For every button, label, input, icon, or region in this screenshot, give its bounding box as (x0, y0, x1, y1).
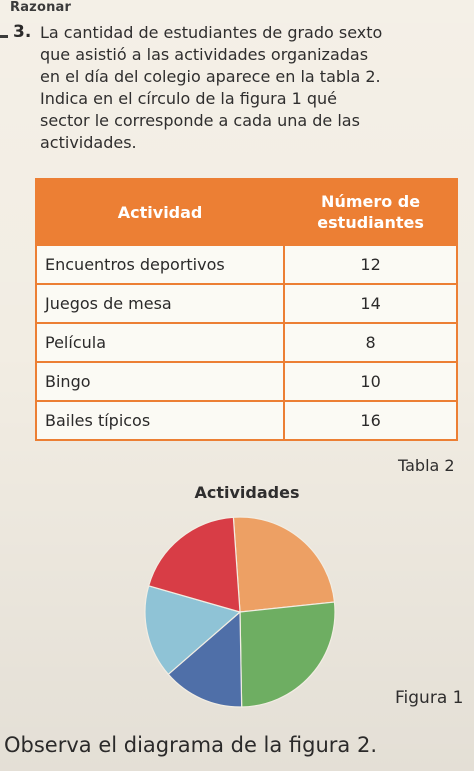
table-caption: Tabla 2 (398, 456, 455, 475)
pie-slice (239, 601, 336, 708)
cell-activity: Bailes típicos (34, 400, 286, 441)
activities-table: Actividad Número de estudiantes Encuentr… (34, 178, 458, 441)
cell-students: 14 (283, 283, 458, 324)
table-row: Película 8 (34, 322, 458, 363)
pie-slice (232, 516, 336, 613)
footer-text: Observa el diagrama de la figura 2. (4, 733, 378, 757)
table-row: Encuentros deportivos 12 (34, 244, 458, 285)
cell-students: 10 (283, 361, 458, 402)
pie-slice (144, 585, 242, 676)
question-line: sector le corresponde a cada una de las (40, 111, 360, 130)
cell-students: 16 (283, 400, 458, 441)
question-line: en el día del colegio aparece en la tabl… (40, 67, 381, 86)
cell-students: 8 (283, 322, 458, 363)
pie-slice (167, 610, 243, 708)
cell-activity: Película (34, 322, 286, 363)
question-line: La cantidad de estudiantes de grado sext… (40, 23, 383, 42)
question-line: actividades. (40, 133, 137, 152)
section-label: Razonar (10, 0, 72, 15)
question-text: La cantidad de estudiantes de grado sext… (40, 22, 460, 154)
header-activity: Actividad (34, 178, 286, 246)
pie-chart (144, 516, 336, 708)
table-row: Bingo 10 (34, 361, 458, 402)
question-number: 3. (13, 22, 32, 42)
table-row: Bailes típicos 16 (34, 400, 458, 441)
cell-students: 12 (283, 244, 458, 285)
chart-title-wrapper: Actividades (0, 483, 474, 502)
question-line: que asistió a las actividades organizada… (40, 45, 369, 64)
cell-activity: Bingo (34, 361, 286, 402)
figure-caption: Figura 1 (395, 688, 464, 708)
table-row: Juegos de mesa 14 (34, 283, 458, 324)
cell-activity: Juegos de mesa (34, 283, 286, 324)
table-header-row: Actividad Número de estudiantes (34, 178, 458, 246)
question-line: Indica en el círculo de la figura 1 qué (40, 89, 337, 108)
header-students: Número de estudiantes (283, 178, 458, 246)
pie-slice (147, 516, 241, 613)
cell-activity: Encuentros deportivos (34, 244, 286, 285)
chart-title: Actividades (194, 483, 300, 502)
bullet-marker (0, 35, 8, 38)
